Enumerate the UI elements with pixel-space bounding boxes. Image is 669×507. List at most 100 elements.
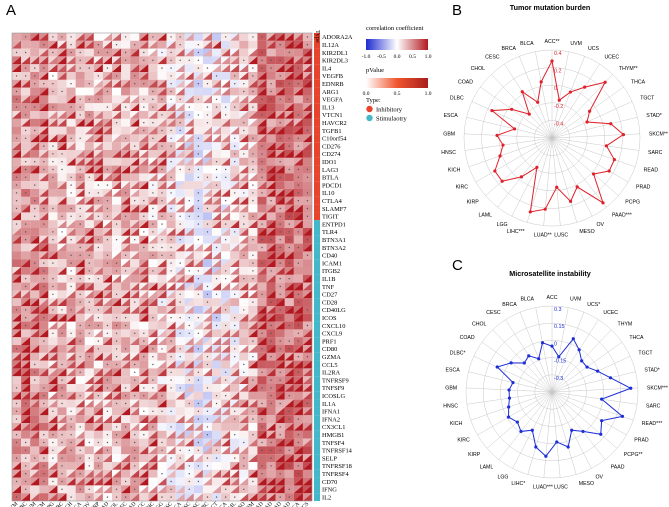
heatmap-dot [79, 51, 81, 54]
heatmap-dot [97, 457, 100, 459]
heatmap-dot [261, 223, 263, 225]
heatmap-cell [130, 243, 140, 252]
heatmap-triangle [230, 274, 240, 283]
cancer-label: READ [268, 501, 283, 507]
heatmap-cell [39, 181, 49, 190]
heatmap-dot [124, 426, 127, 428]
tmb-category-label: DLBC [450, 96, 464, 102]
heatmap-cell [284, 329, 294, 338]
heatmap-cell [157, 40, 167, 49]
heatmap-triangle [102, 56, 112, 65]
heatmap-triangle [121, 454, 131, 462]
tmb-spoke [551, 137, 619, 196]
heatmap-cell [121, 118, 131, 127]
heatmap-dot [161, 98, 163, 101]
heatmap-triangle [166, 40, 176, 49]
heatmap-triangle [57, 298, 67, 306]
msi-category-label: CHOL [472, 321, 487, 327]
tmb-category-label: COAD [458, 80, 473, 86]
heatmap-triangle [230, 64, 240, 72]
heatmap-triangle [230, 446, 240, 455]
heatmap-dot [224, 106, 227, 108]
heatmap-dot [297, 145, 300, 147]
heatmap-triangle [75, 399, 85, 408]
heatmap-cell [248, 306, 258, 314]
msi-data-point [620, 414, 625, 418]
msi-category-label: BRCA [502, 302, 517, 308]
heatmap-triangle [230, 33, 240, 41]
heatmap-dot [188, 332, 190, 334]
heatmap-dot [234, 293, 236, 295]
heatmap-triangle [212, 134, 222, 143]
heatmap-triangle [293, 306, 303, 314]
msi-radial-tick: 0 [554, 341, 557, 347]
heatmap-dot [115, 332, 118, 334]
heatmap-dot [61, 36, 63, 38]
msi-data-point [585, 365, 589, 369]
heatmap-dot [79, 137, 81, 139]
heatmap-cell [84, 181, 94, 190]
heatmap-triangle [75, 360, 85, 369]
heatmap-dot [297, 67, 300, 69]
gene-label: TNFRSF9 [322, 377, 349, 384]
heatmap-cell [184, 87, 194, 96]
cancer-label: HNSC [177, 501, 192, 507]
msi-spoke [481, 341, 553, 393]
heatmap-dot [179, 356, 181, 358]
heatmap-dot [279, 161, 281, 163]
heatmap-cell [230, 212, 240, 221]
tmb-data-point [495, 133, 499, 137]
heatmap-cell [257, 251, 267, 260]
heatmap-triangle [248, 220, 258, 228]
heatmap-triangle [139, 150, 149, 158]
gene-label: IL2RA [322, 370, 340, 377]
heatmap-triangle [166, 298, 176, 306]
heatmap-dot [106, 496, 109, 498]
heatmap-dot [34, 83, 36, 85]
heatmap-dot [279, 59, 281, 61]
heatmap-cell [112, 306, 122, 314]
heatmap-dot [24, 285, 27, 288]
tmb-data-point [557, 98, 561, 102]
heatmap-triangle [21, 352, 31, 361]
heatmap-triangle [202, 446, 212, 455]
heatmap-dot [279, 379, 281, 381]
heatmap-cell [230, 306, 240, 314]
cancer-label: CESC [160, 501, 174, 507]
heatmap-dot [152, 59, 154, 61]
heatmap-cell [202, 259, 213, 268]
heatmap-cell [193, 87, 203, 96]
msi-data-point [577, 348, 581, 352]
heatmap-cell [121, 469, 131, 478]
msi-data-point [519, 429, 523, 434]
gene-label: TLR4 [322, 229, 338, 236]
heatmap-cell [84, 430, 94, 439]
heatmap-cell [48, 181, 58, 190]
heatmap-dot [279, 348, 281, 350]
heatmap-dot [106, 449, 109, 451]
heatmap-triangle [202, 40, 212, 49]
heatmap-dot [79, 426, 81, 428]
heatmap-cell [175, 399, 185, 408]
heatmap-triangle [248, 282, 258, 291]
heatmap-dot [88, 98, 90, 101]
heatmap-dot [97, 98, 100, 101]
heatmap-triangle [84, 33, 94, 41]
heatmap-triangle [30, 134, 40, 143]
heatmap-triangle [121, 142, 131, 150]
heatmap-dot [106, 363, 109, 366]
heatmap-triangle [302, 274, 312, 283]
heatmap-triangle [39, 103, 49, 111]
type-bar-cell [314, 103, 320, 112]
heatmap-triangle [48, 415, 58, 423]
heatmap-dot [79, 207, 81, 210]
tmb-data-point [588, 109, 592, 113]
heatmap-triangle [84, 118, 94, 127]
heatmap-triangle [266, 274, 276, 283]
heatmap-dot [143, 215, 145, 217]
heatmap-dot [170, 83, 172, 85]
heatmap-dot [61, 473, 63, 475]
heatmap-dot [79, 246, 81, 249]
heatmap-cell [284, 157, 294, 166]
heatmap-dot [170, 254, 172, 256]
